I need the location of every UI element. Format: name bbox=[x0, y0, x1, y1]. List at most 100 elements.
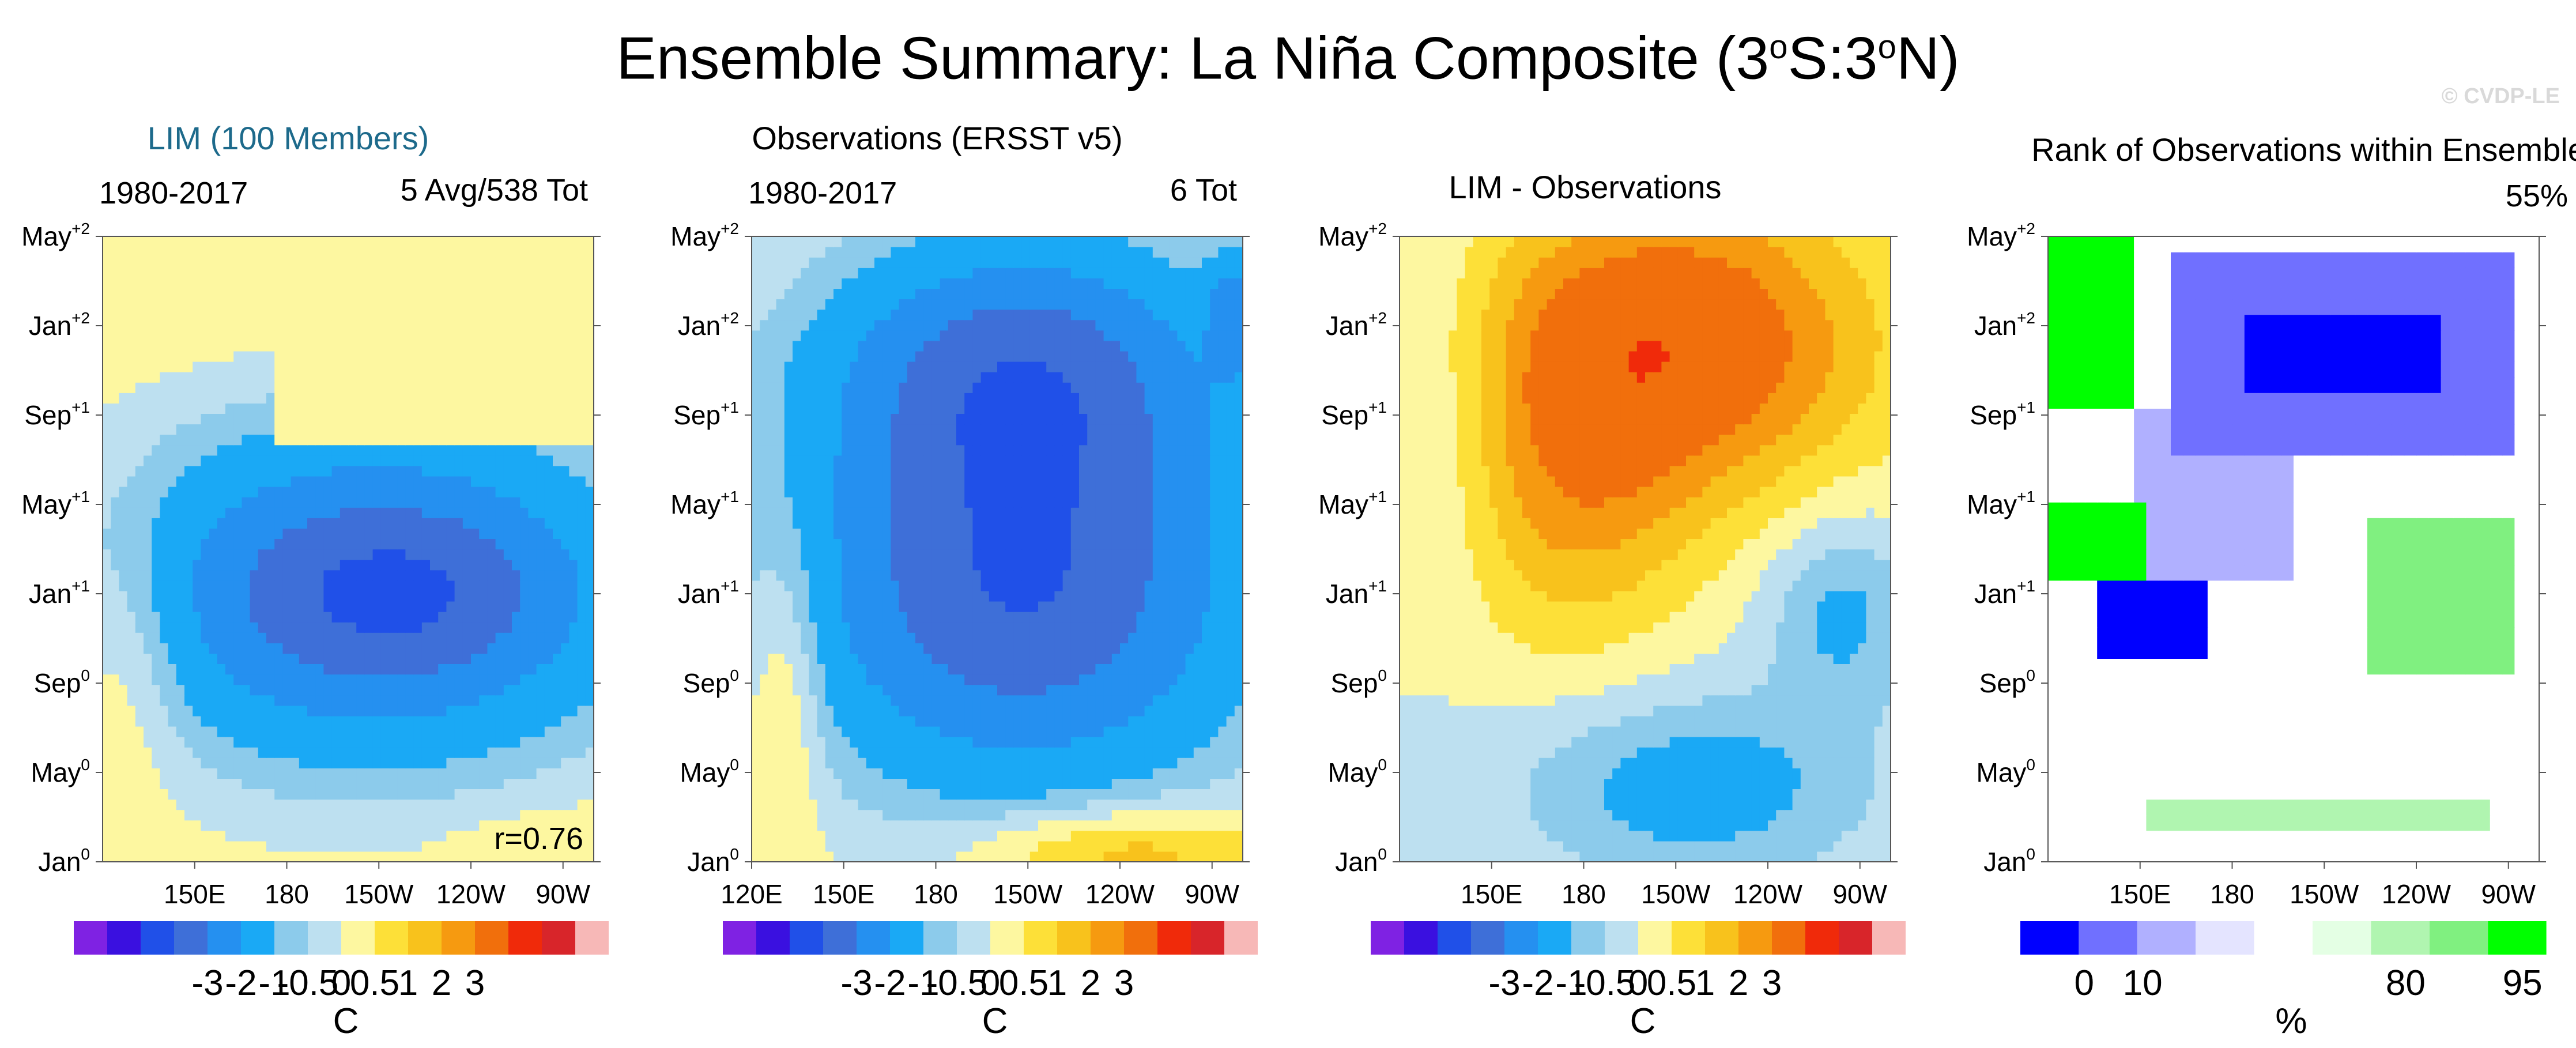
heatmap-cell bbox=[544, 653, 553, 664]
heatmap-cell bbox=[1005, 830, 1014, 842]
heatmap-cell bbox=[915, 809, 924, 821]
heatmap-cell bbox=[438, 434, 447, 446]
heatmap-cell bbox=[1095, 840, 1104, 852]
heatmap-cell bbox=[258, 247, 267, 258]
heatmap-cell bbox=[899, 747, 908, 758]
heatmap-cell bbox=[561, 612, 569, 623]
heatmap-cell bbox=[899, 715, 908, 727]
heatmap-cell bbox=[833, 830, 842, 842]
heatmap-cell bbox=[103, 236, 111, 247]
heatmap-cell bbox=[972, 664, 982, 675]
heatmap-cell bbox=[405, 549, 414, 560]
heatmap-cell bbox=[1177, 705, 1186, 717]
heatmap-cell bbox=[528, 393, 537, 404]
heatmap-cell bbox=[454, 653, 463, 664]
heatmap-cell bbox=[980, 820, 990, 831]
heatmap-cell bbox=[544, 518, 553, 529]
heatmap-cell bbox=[1062, 643, 1072, 654]
heatmap-cell bbox=[135, 643, 144, 654]
heatmap-cell bbox=[144, 497, 152, 508]
heatmap-cell bbox=[413, 809, 423, 821]
heatmap-cell bbox=[291, 372, 300, 383]
heatmap-cell bbox=[250, 789, 259, 800]
heatmap-cell bbox=[931, 674, 941, 685]
heatmap-cell bbox=[1062, 632, 1072, 643]
heatmap-cell bbox=[291, 319, 300, 331]
heatmap-cell bbox=[544, 403, 553, 414]
heatmap-cell bbox=[119, 330, 128, 341]
heatmap-cell bbox=[250, 309, 259, 321]
heatmap-cell bbox=[503, 726, 512, 737]
heatmap-cell bbox=[119, 487, 128, 497]
heatmap-cell bbox=[1054, 653, 1063, 664]
heatmap-cell bbox=[891, 747, 900, 758]
heatmap-cell bbox=[585, 299, 594, 310]
heatmap-cell bbox=[487, 612, 496, 623]
heatmap-cell bbox=[561, 809, 569, 821]
heatmap-cell bbox=[1144, 747, 1153, 758]
heatmap-cell bbox=[446, 705, 455, 717]
heatmap-cell bbox=[536, 747, 545, 758]
obs-heatmap: Jan0May0Sep0Jan+1May+1Sep+1Jan+2May+2120… bbox=[670, 220, 1258, 1041]
heatmap-cell bbox=[225, 612, 234, 623]
heatmap-cell bbox=[258, 434, 267, 446]
heatmap-cell bbox=[768, 643, 777, 654]
heatmap-cell bbox=[1218, 840, 1227, 852]
heatmap-cell bbox=[413, 559, 423, 571]
heatmap-cell bbox=[201, 695, 210, 706]
heatmap-cell bbox=[217, 507, 226, 518]
heatmap-cell bbox=[127, 580, 136, 591]
heatmap-cell bbox=[462, 549, 472, 560]
heatmap-cell bbox=[520, 476, 529, 487]
heatmap-cell bbox=[833, 809, 842, 821]
heatmap-cell bbox=[315, 518, 324, 529]
heatmap-cell bbox=[1038, 653, 1047, 664]
heatmap-cell bbox=[1062, 778, 1072, 789]
heatmap-cell bbox=[471, 590, 480, 602]
heatmap-cell bbox=[915, 851, 924, 862]
heatmap-cell bbox=[1029, 840, 1039, 852]
heatmap-cell bbox=[291, 778, 300, 789]
heatmap-cell bbox=[585, 424, 594, 435]
heatmap-cell bbox=[331, 559, 341, 571]
heatmap-cell bbox=[144, 757, 152, 768]
heatmap-cell bbox=[250, 622, 259, 633]
heatmap-cell bbox=[184, 487, 193, 497]
heatmap-cell bbox=[858, 768, 867, 779]
heatmap-cell bbox=[413, 330, 423, 341]
heatmap-cell bbox=[184, 580, 193, 591]
heatmap-cell bbox=[1103, 643, 1112, 654]
heatmap-cell bbox=[372, 715, 382, 727]
heatmap-cell bbox=[1161, 664, 1170, 675]
heatmap-cell bbox=[397, 330, 406, 341]
heatmap-cell bbox=[282, 580, 292, 591]
heatmap-cell bbox=[348, 612, 357, 623]
heatmap-cell bbox=[340, 340, 349, 352]
heatmap-cell bbox=[776, 747, 785, 758]
heatmap-cell bbox=[1038, 643, 1047, 654]
heatmap-cell bbox=[520, 518, 529, 529]
heatmap-cell bbox=[1111, 643, 1121, 654]
heatmap-cell bbox=[299, 507, 308, 518]
heatmap-cell bbox=[1087, 778, 1096, 789]
heatmap-cell bbox=[1210, 820, 1219, 831]
heatmap-cell bbox=[503, 319, 512, 331]
heatmap-cell bbox=[299, 747, 308, 758]
heatmap-cell bbox=[850, 840, 859, 852]
heatmap-cell bbox=[825, 726, 834, 737]
heatmap-cell bbox=[111, 350, 119, 362]
heatmap-cell bbox=[127, 319, 136, 331]
heatmap-cell bbox=[340, 715, 349, 727]
heatmap-cell bbox=[160, 747, 169, 758]
heatmap-cell bbox=[274, 497, 283, 508]
heatmap-cell bbox=[1210, 726, 1219, 737]
heatmap-cell bbox=[536, 559, 545, 571]
heatmap-cell bbox=[421, 612, 431, 623]
heatmap-cell bbox=[882, 799, 891, 810]
heatmap-cell bbox=[119, 455, 128, 466]
heatmap-cell bbox=[1210, 632, 1219, 643]
heatmap-cell bbox=[462, 487, 472, 497]
heatmap-cell bbox=[103, 319, 111, 331]
heatmap-cell bbox=[389, 288, 398, 300]
heatmap-cell bbox=[282, 465, 292, 477]
